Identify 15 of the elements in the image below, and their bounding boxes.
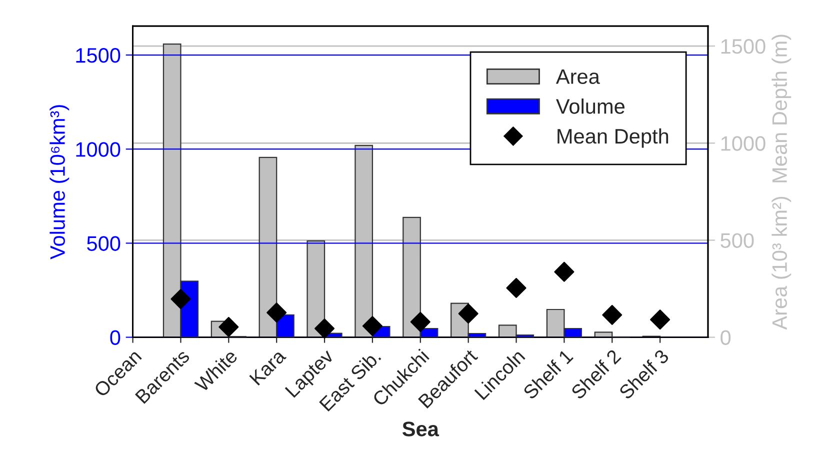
y-axis-title: Volume (10⁶km³) [50,105,70,260]
legend-label: Mean Depth [558,128,668,148]
x-tick-label: Kara [249,348,287,386]
y2-tick-label: 1000 [721,136,766,151]
y2-tick-label: 0 [720,330,731,346]
y2-tick-label: 500 [720,233,754,248]
legend-label: Area [556,69,600,84]
x-axis-title: Sea [402,422,440,436]
y-tick-label: 1000 [76,142,120,157]
y-tick-label: 500 [87,236,120,251]
y2-axis-title: Area (10³ km²) Mean Depth (m) [772,34,792,330]
y-tick-label: 0 [110,330,120,346]
legend-label: Volume [556,98,624,114]
y2-tick-label: 1500 [721,39,766,54]
y-tick-label: 1500 [76,48,120,63]
